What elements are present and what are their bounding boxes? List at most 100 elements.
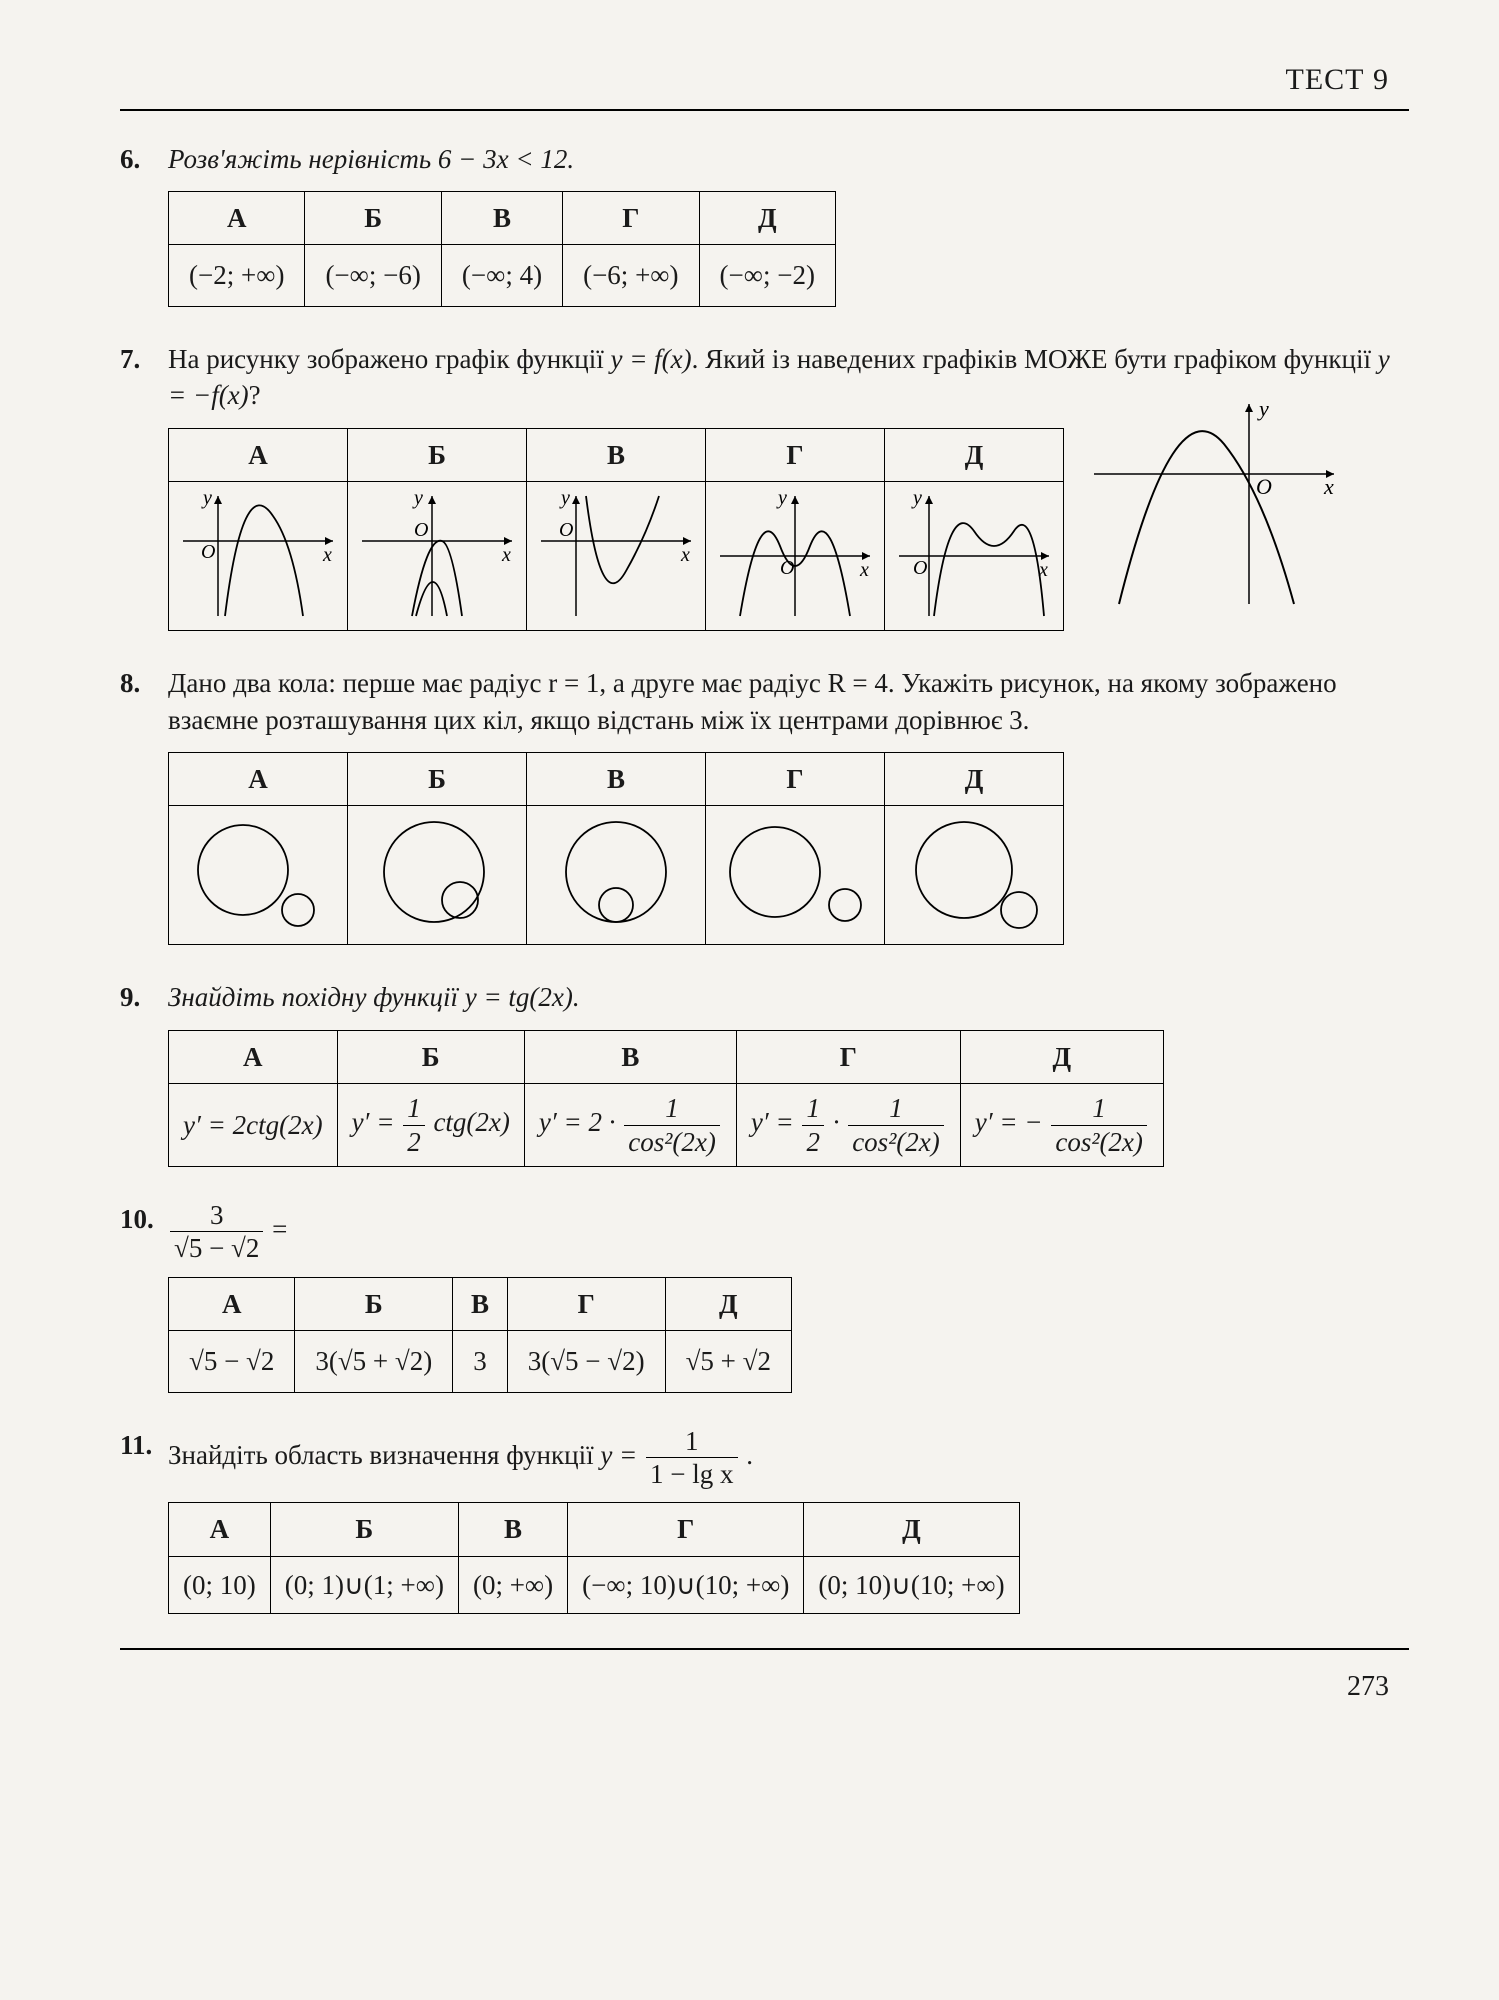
page-number: 273 [120, 1668, 1409, 1706]
q10-options-table: А Б В Г Д √5 − √2 3(√5 + √2) 3 3(√5 − √2… [168, 1277, 792, 1393]
svg-text:y: y [911, 487, 922, 509]
q11-opt-v: (0; +∞) [458, 1556, 567, 1613]
q10-expr: 3√5 − √2 = [168, 1201, 1409, 1263]
q9-opt-b: y′ = 12 ctg(2x) [337, 1084, 524, 1167]
q8-number: 8. [120, 665, 168, 738]
q10-opt-d: √5 + √2 [665, 1331, 791, 1392]
opt-head-g: Г [706, 428, 885, 481]
q8-opt-a [169, 806, 348, 945]
q11-opt-a: (0; 10) [169, 1556, 271, 1613]
q6-opt-v: (−∞; 4) [441, 245, 562, 306]
opt-head-a: А [169, 1503, 271, 1556]
q7-opt-d-graph: y x O [885, 482, 1064, 631]
q9-opt-v: y′ = 2 · 1cos²(2x) [524, 1084, 736, 1167]
q9-text: Знайдіть похідну функції y = tg(2x). [168, 979, 1409, 1015]
q10-number: 10. [120, 1201, 168, 1263]
opt-head-g: Г [736, 1030, 960, 1083]
q11-text: Знайдіть область визначення функції y = … [168, 1427, 1409, 1489]
q10-opt-b: 3(√5 + √2) [295, 1331, 453, 1392]
q9-opt-a: y′ = 2ctg(2x) [169, 1084, 338, 1167]
q8-opt-v [527, 806, 706, 945]
q7-number: 7. [120, 341, 168, 414]
question-7: 7. На рисунку зображено графік функції y… [120, 341, 1409, 631]
opt-head-g: Г [563, 191, 699, 244]
opt-head-g: Г [507, 1277, 665, 1330]
opt-head-g: Г [706, 753, 885, 806]
opt-head-b: Б [270, 1503, 458, 1556]
svg-text:y: y [201, 487, 212, 509]
q11-opt-g: (−∞; 10)∪(10; +∞) [568, 1556, 804, 1613]
opt-head-d: Д [665, 1277, 791, 1330]
q6-text: Розв'яжіть нерівність 6 − 3x < 12. [168, 141, 1409, 177]
q6-opt-d: (−∞; −2) [699, 245, 835, 306]
q6-opt-b: (−∞; −6) [305, 245, 441, 306]
svg-text:x: x [322, 544, 332, 566]
svg-text:O: O [414, 519, 428, 541]
q7-opt-g-graph: y x O [706, 482, 885, 631]
opt-head-d: Д [960, 1030, 1163, 1083]
question-9: 9. Знайдіть похідну функції y = tg(2x). … [120, 979, 1409, 1167]
q7-opt-v-graph: y x O [527, 482, 706, 631]
q8-opt-d [885, 806, 1064, 945]
svg-text:O: O [201, 541, 215, 563]
opt-head-v: В [524, 1030, 736, 1083]
q8-options-table: А Б В Г Д [168, 752, 1064, 945]
opt-head-a: А [169, 753, 348, 806]
svg-text:y: y [1257, 396, 1269, 421]
opt-head-a: А [169, 1030, 338, 1083]
opt-head-b: Б [295, 1277, 453, 1330]
opt-head-v: В [458, 1503, 567, 1556]
opt-head-v: В [527, 428, 706, 481]
svg-text:O: O [913, 557, 927, 579]
svg-text:O: O [1256, 474, 1272, 499]
q11-number: 11. [120, 1427, 168, 1489]
svg-text:x: x [680, 544, 690, 566]
opt-head-d: Д [699, 191, 835, 244]
opt-head-b: Б [348, 428, 527, 481]
question-6: 6. Розв'яжіть нерівність 6 − 3x < 12. А … [120, 141, 1409, 307]
q7-options-table: А Б В Г Д y x O [168, 428, 1064, 631]
opt-head-a: А [169, 1277, 295, 1330]
q9-options-table: А Б В Г Д y′ = 2ctg(2x) y′ = 12 ctg(2x) … [168, 1030, 1164, 1167]
q9-opt-d: y′ = − 1cos²(2x) [960, 1084, 1163, 1167]
q6-options-table: А Б В Г Д (−2; +∞) (−∞; −6) (−∞; 4) (−6;… [168, 191, 836, 307]
page-header: ТЕСТ 9 [120, 60, 1409, 101]
opt-head-d: Д [885, 753, 1064, 806]
opt-head-g: Г [568, 1503, 804, 1556]
q6-opt-a: (−2; +∞) [169, 245, 305, 306]
opt-head-v: В [441, 191, 562, 244]
opt-head-a: А [169, 191, 305, 244]
bottom-rule [120, 1648, 1409, 1650]
svg-text:x: x [859, 559, 869, 581]
svg-text:y: y [412, 487, 423, 509]
svg-text:y: y [559, 487, 570, 509]
q10-opt-g: 3(√5 − √2) [507, 1331, 665, 1392]
q9-number: 9. [120, 979, 168, 1015]
q7-opt-b-graph: y x O [348, 482, 527, 631]
opt-head-b: Б [305, 191, 441, 244]
q8-opt-b [348, 806, 527, 945]
svg-text:y: y [776, 487, 787, 509]
q7-opt-a-graph: y x O [169, 482, 348, 631]
q8-text: Дано два кола: перше має радіус r = 1, а… [168, 665, 1409, 738]
q6-number: 6. [120, 141, 168, 177]
opt-head-d: Д [804, 1503, 1019, 1556]
q9-opt-g: y′ = 12 · 1cos²(2x) [736, 1084, 960, 1167]
opt-head-d: Д [885, 428, 1064, 481]
top-rule [120, 109, 1409, 111]
opt-head-a: А [169, 428, 348, 481]
question-11: 11. Знайдіть область визначення функції … [120, 1427, 1409, 1615]
q11-opt-d: (0; 10)∪(10; +∞) [804, 1556, 1019, 1613]
q10-opt-a: √5 − √2 [169, 1331, 295, 1392]
q6-opt-g: (−6; +∞) [563, 245, 699, 306]
q10-opt-v: 3 [453, 1331, 508, 1392]
question-10: 10. 3√5 − √2 = А Б В Г Д √5 − √2 3(√5 + … [120, 1201, 1409, 1393]
svg-text:x: x [501, 544, 511, 566]
opt-head-b: Б [337, 1030, 524, 1083]
q11-options-table: А Б В Г Д (0; 10) (0; 1)∪(1; +∞) (0; +∞)… [168, 1502, 1020, 1614]
opt-head-v: В [453, 1277, 508, 1330]
q11-opt-b: (0; 1)∪(1; +∞) [270, 1556, 458, 1613]
opt-head-b: Б [348, 753, 527, 806]
svg-text:x: x [1323, 474, 1334, 499]
q7-reference-graph: y x O [1084, 394, 1344, 614]
